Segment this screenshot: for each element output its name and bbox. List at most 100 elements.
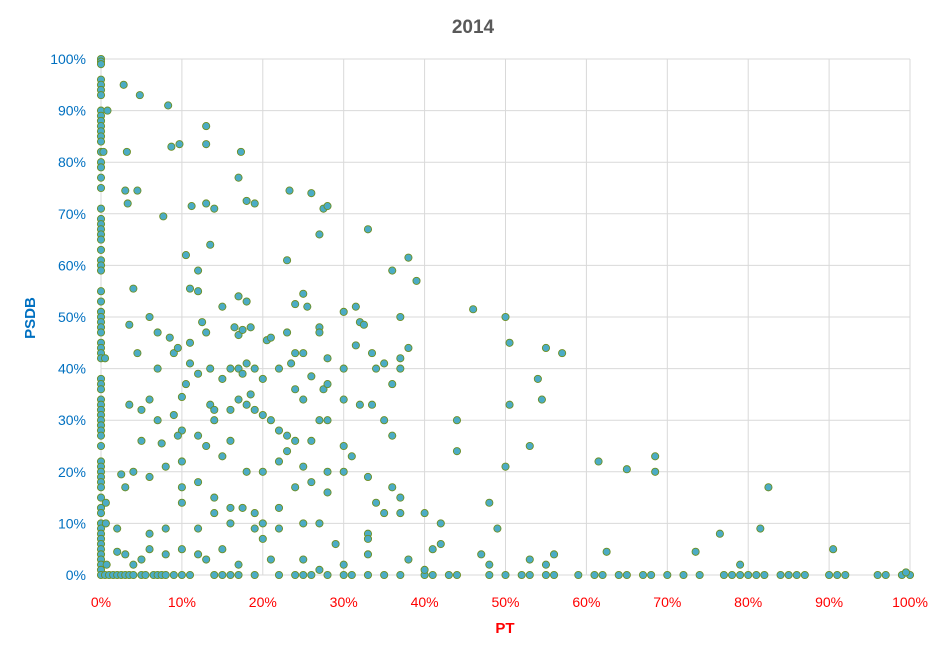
data-point <box>420 509 429 518</box>
y-tick-label: 10% <box>58 515 86 531</box>
x-axis-title: PT <box>495 620 514 637</box>
data-point <box>339 364 348 373</box>
data-point <box>323 380 332 389</box>
data-point <box>250 364 259 373</box>
data-point <box>258 467 267 476</box>
data-point <box>396 509 405 518</box>
data-point <box>194 478 203 487</box>
data-point <box>533 374 542 383</box>
data-point <box>825 570 834 580</box>
data-point <box>541 570 551 580</box>
data-point <box>250 524 259 533</box>
data-point <box>187 202 196 211</box>
data-point <box>141 570 150 580</box>
data-point <box>372 498 381 507</box>
data-point <box>347 570 356 580</box>
data-point <box>135 91 144 100</box>
data-point <box>96 493 106 502</box>
data-point <box>380 416 389 425</box>
data-point <box>185 359 195 368</box>
data-point <box>363 225 373 234</box>
data-point <box>505 338 514 347</box>
data-point <box>339 570 348 580</box>
data-point <box>145 545 154 554</box>
data-point <box>161 550 170 559</box>
data-point <box>123 199 132 208</box>
data-point <box>258 519 267 528</box>
data-point <box>250 199 259 208</box>
data-point <box>101 519 110 528</box>
data-point <box>339 307 348 316</box>
data-point <box>396 570 405 580</box>
data-point <box>234 395 243 404</box>
y-tick-labels: 0% 10% 20% 30% 40% 50% 60% 70% 80% 90% 100% <box>50 51 86 583</box>
x-tick-label: 50% <box>491 594 519 610</box>
data-point <box>96 287 106 296</box>
data-point <box>218 570 227 580</box>
data-point <box>367 400 377 409</box>
data-point <box>119 80 128 89</box>
data-point <box>299 519 308 528</box>
data-point <box>501 312 510 322</box>
data-point <box>299 395 308 404</box>
data-point <box>323 570 332 580</box>
data-point <box>598 570 607 580</box>
data-point <box>833 570 842 580</box>
data-point <box>194 266 203 275</box>
data-point <box>206 240 215 249</box>
data-point <box>210 493 219 502</box>
data-point <box>258 410 267 420</box>
data-point <box>274 570 284 580</box>
data-point <box>452 447 462 456</box>
data-point <box>129 560 138 569</box>
data-point <box>234 173 243 182</box>
data-point <box>651 467 660 476</box>
data-point <box>776 570 785 580</box>
data-point <box>283 447 292 456</box>
x-tick-label: 30% <box>330 594 358 610</box>
data-point <box>185 338 195 347</box>
data-point <box>274 503 284 512</box>
data-point <box>210 405 219 414</box>
data-point <box>396 354 405 363</box>
data-point <box>727 570 737 580</box>
data-point <box>691 547 700 556</box>
data-point <box>380 509 389 518</box>
y-tick-label: 60% <box>58 257 86 273</box>
data-point <box>287 359 296 368</box>
x-tick-label: 100% <box>892 594 928 610</box>
data-point <box>283 328 292 337</box>
data-point <box>226 519 235 528</box>
data-point <box>307 372 316 381</box>
data-point <box>177 498 186 507</box>
data-point <box>574 570 583 580</box>
data-point <box>99 147 108 156</box>
data-point <box>177 483 186 492</box>
data-point <box>307 478 316 487</box>
data-point <box>96 204 106 213</box>
data-point <box>145 529 154 538</box>
data-point <box>129 467 138 476</box>
data-point <box>315 328 324 337</box>
data-point <box>173 431 182 440</box>
data-point <box>153 328 162 337</box>
data-point <box>185 284 195 293</box>
data-point <box>339 441 348 451</box>
data-point <box>380 570 389 580</box>
data-point <box>198 318 207 327</box>
data-point <box>181 251 190 260</box>
data-point <box>428 545 437 554</box>
data-point <box>404 343 413 353</box>
y-tick-label: 30% <box>58 412 86 428</box>
data-point <box>525 570 534 580</box>
data-point <box>96 183 106 193</box>
data-point <box>614 570 623 580</box>
y-tick-label: 70% <box>58 206 86 222</box>
data-point <box>226 503 235 512</box>
data-point <box>679 570 688 580</box>
y-tick-label: 90% <box>58 103 86 119</box>
data-point <box>291 570 300 580</box>
data-point <box>177 457 186 466</box>
data-point <box>396 312 405 322</box>
data-point <box>242 297 251 306</box>
